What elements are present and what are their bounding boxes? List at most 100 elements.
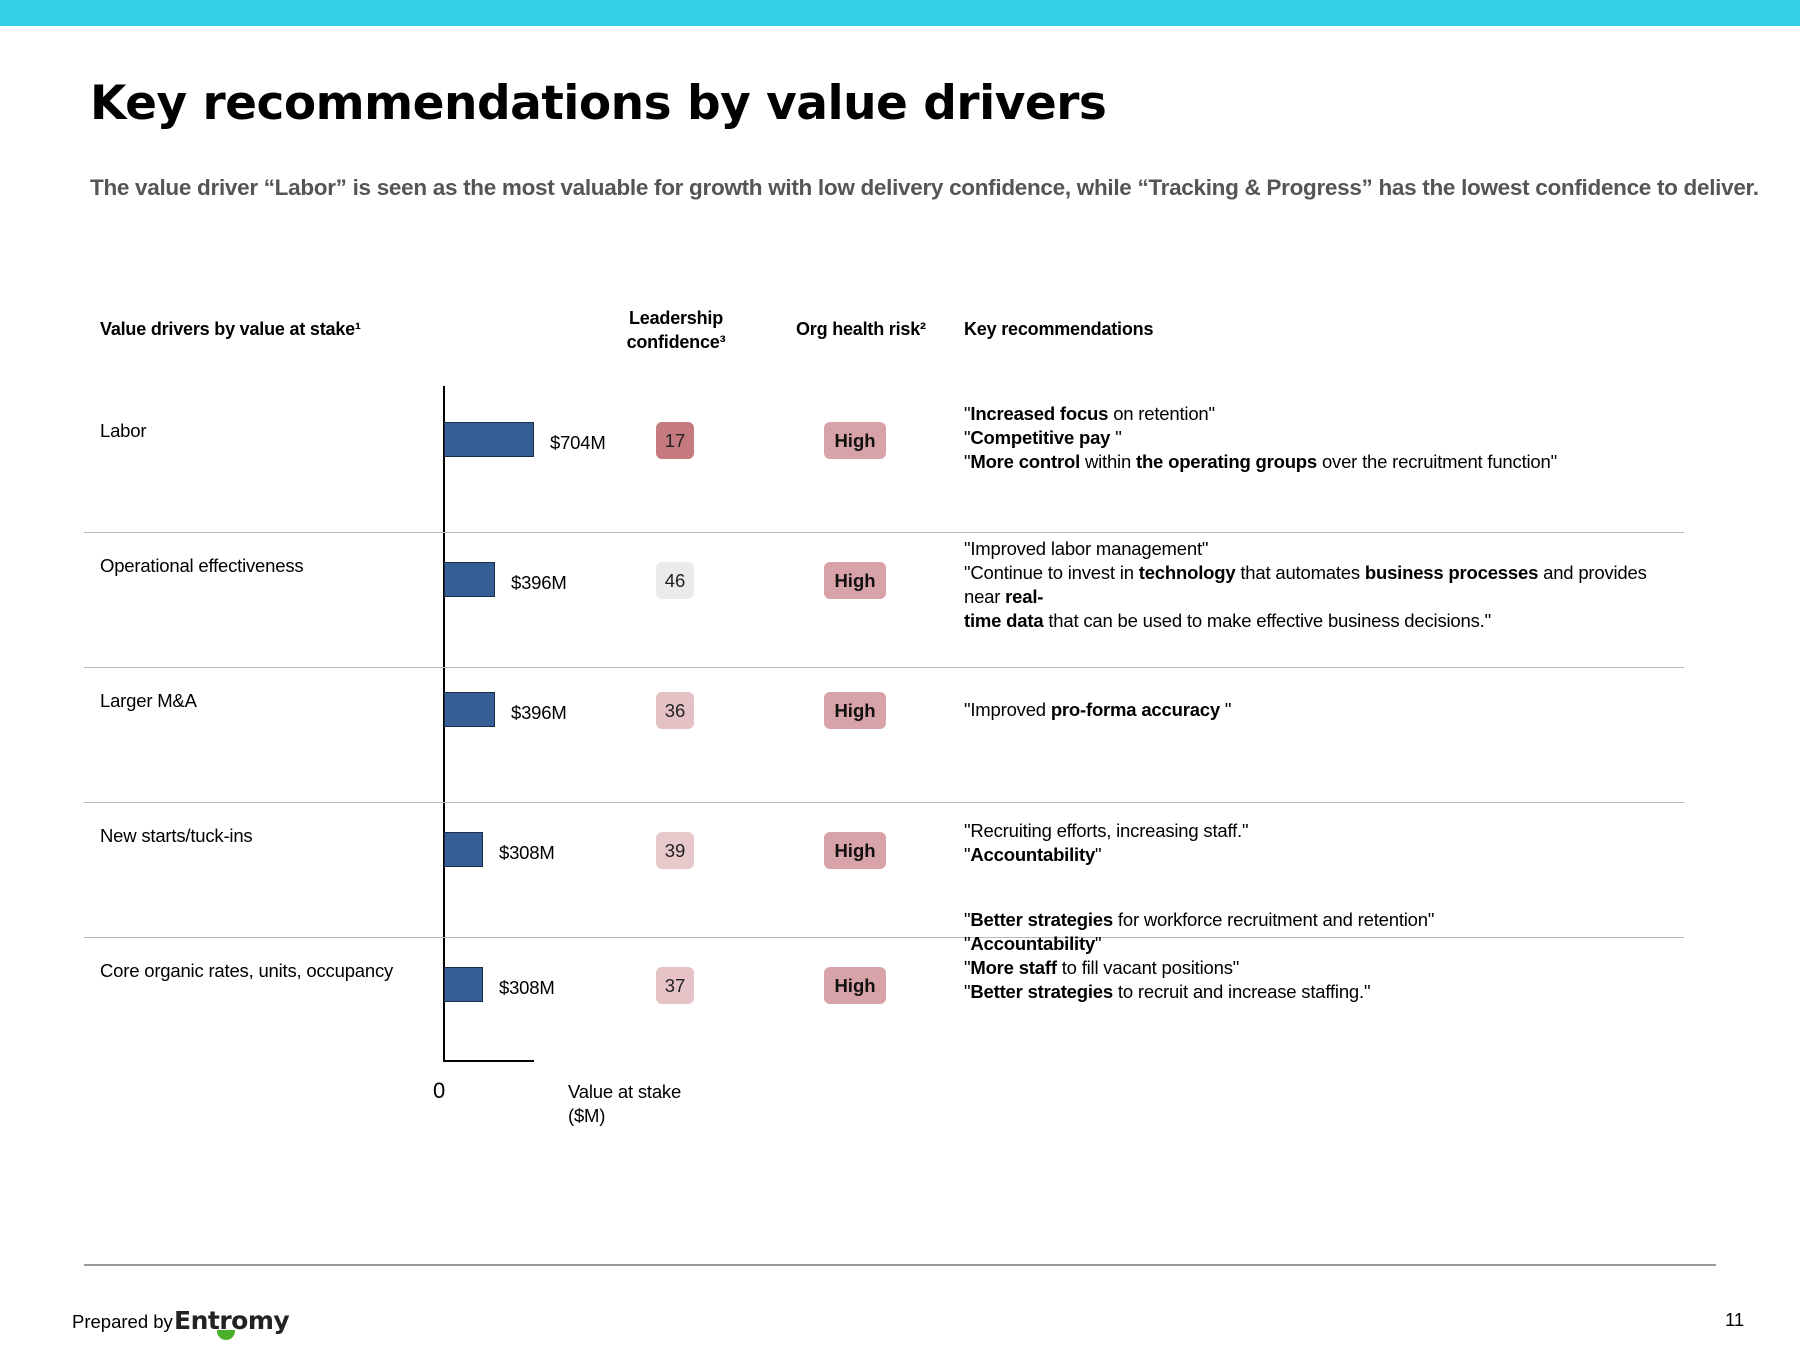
recommendation-text: to fill vacant positions" xyxy=(1056,957,1240,978)
confidence-badge: 39 xyxy=(656,832,694,869)
value-bar xyxy=(444,562,495,597)
recommendation-text: " xyxy=(964,957,971,978)
value-bar-label: $308M xyxy=(499,977,555,998)
footer-divider xyxy=(84,1264,1716,1266)
recommendation-text: " xyxy=(1095,844,1102,865)
driver-label: Larger M&A xyxy=(100,690,197,711)
recommendation-text: " xyxy=(964,403,971,424)
axis-title-line1: Value at stake xyxy=(568,1081,682,1102)
recommendation-line: "Accountability" xyxy=(964,843,1664,867)
recommendation-emphasis: Competitive pay xyxy=(970,427,1111,448)
confidence-badge: 37 xyxy=(656,967,694,1004)
driver-label: Operational effectiveness xyxy=(100,555,304,576)
chart-x-axis xyxy=(443,1060,534,1062)
risk-badge: High xyxy=(824,967,886,1004)
recommendation-text: " xyxy=(964,933,971,954)
value-bar xyxy=(444,692,495,727)
recommendation-emphasis: the operating groups xyxy=(1136,451,1318,472)
recommendation-line: "More staff to fill vacant positions" xyxy=(964,956,1664,980)
recommendation-text: within xyxy=(1080,451,1136,472)
recommendation-line: "Improved labor management" xyxy=(964,537,1664,561)
recommendation-block: "Better strategies for workforce recruit… xyxy=(964,908,1664,1004)
recommendation-text: that can be used to make effective busin… xyxy=(1043,610,1491,631)
recommendation-text: " xyxy=(964,451,971,472)
recommendation-line: "Competitive pay " xyxy=(964,426,1664,450)
row-divider xyxy=(84,937,1684,938)
row-divider xyxy=(84,667,1684,668)
risk-badge: High xyxy=(824,422,886,459)
header-key-recommendations: Key recommendations xyxy=(964,319,1154,339)
value-bar-label: $396M xyxy=(511,702,567,723)
recommendation-line: "More control within the operating group… xyxy=(964,450,1664,474)
recommendation-line: "Better strategies for workforce recruit… xyxy=(964,908,1664,932)
recommendation-emphasis: Accountability xyxy=(970,844,1096,865)
recommendation-emphasis: More control xyxy=(970,451,1081,472)
brand-logo-mark xyxy=(217,1330,235,1340)
value-bar xyxy=(444,422,534,457)
recommendation-line: "Better strategies to recruit and increa… xyxy=(964,980,1664,1004)
recommendation-emphasis: Better strategies xyxy=(970,909,1113,930)
recommendation-text: " xyxy=(964,427,971,448)
recommendation-text: " xyxy=(964,909,971,930)
header-confidence-line1: Leadership xyxy=(628,308,724,328)
header-confidence-line2: confidence³ xyxy=(626,332,726,352)
recommendation-emphasis: More staff xyxy=(970,957,1057,978)
recommendation-block: "Recruiting efforts, increasing staff." "… xyxy=(964,819,1664,867)
recommendation-text: " xyxy=(1219,699,1232,720)
risk-badge: High xyxy=(824,832,886,869)
recommendation-text: "Improved labor management" xyxy=(964,538,1209,559)
recommendation-emphasis: pro-forma accuracy xyxy=(1050,699,1220,720)
header-org-health-risk: Org health risk² xyxy=(796,319,926,339)
recommendation-text: " xyxy=(964,981,971,1002)
value-bar-label: $396M xyxy=(511,572,567,593)
axis-zero-label: 0 xyxy=(433,1078,446,1103)
recommendation-block: "Improved labor management" "Continue to … xyxy=(964,537,1664,633)
recommendation-text: and provides near xyxy=(964,562,1647,607)
axis-title: Value at stake ($M) xyxy=(568,1080,681,1128)
recommendation-emphasis: Accountability xyxy=(970,933,1096,954)
recommendation-text: over the recruitment function" xyxy=(1317,451,1557,472)
header-value-drivers: Value drivers by value at stake¹ xyxy=(100,319,361,339)
recommendation-line: "Increased focus on retention" xyxy=(964,402,1664,426)
recommendation-text: to recruit and increase staffing." xyxy=(1112,981,1371,1002)
prepared-by-label: Prepared by xyxy=(72,1311,173,1332)
recommendation-emphasis: real- xyxy=(1005,586,1044,607)
recommendation-line: time data that can be used to make effec… xyxy=(964,609,1664,633)
recommendation-emphasis: technology xyxy=(1138,562,1236,583)
top-accent-bar xyxy=(0,0,1800,26)
header-leadership-confidence: Leadership confidence³ xyxy=(614,306,738,354)
axis-title-line2: ($M) xyxy=(568,1105,606,1126)
value-bar-label: $704M xyxy=(550,432,606,453)
risk-badge: High xyxy=(824,562,886,599)
page-subtitle: The value driver “Labor” is seen as the … xyxy=(90,175,1759,200)
value-bar-label: $308M xyxy=(499,842,555,863)
driver-label: Labor xyxy=(100,420,147,441)
recommendation-block: "Increased focus on retention" "Competiti… xyxy=(964,402,1664,474)
confidence-badge: 46 xyxy=(656,562,694,599)
recommendation-line: "Continue to invest in technology that a… xyxy=(964,561,1664,609)
recommendation-text: for workforce recruitment and retention" xyxy=(1112,909,1435,930)
confidence-badge: 17 xyxy=(656,422,694,459)
row-divider xyxy=(84,802,1684,803)
recommendation-text: "Improved xyxy=(964,699,1051,720)
recommendation-text: on retention" xyxy=(1108,403,1215,424)
chart-y-axis xyxy=(443,386,445,1062)
confidence-badge: 36 xyxy=(656,692,694,729)
recommendation-block: "Improved pro-forma accuracy " xyxy=(964,698,1664,722)
value-bar xyxy=(444,832,483,867)
risk-badge: High xyxy=(824,692,886,729)
recommendation-line: "Improved pro-forma accuracy " xyxy=(964,698,1664,722)
recommendation-line: "Recruiting efforts, increasing staff." xyxy=(964,819,1664,843)
recommendation-text: "Recruiting efforts, increasing staff." xyxy=(964,820,1249,841)
recommendation-text: " xyxy=(1095,933,1102,954)
page-title: Key recommendations by value drivers xyxy=(90,76,1107,131)
recommendation-text: "Continue to invest in xyxy=(964,562,1139,583)
recommendation-text: " xyxy=(1110,427,1122,448)
driver-label: New starts/tuck-ins xyxy=(100,825,253,846)
recommendation-emphasis: business processes xyxy=(1364,562,1539,583)
recommendation-emphasis: Better strategies xyxy=(970,981,1113,1002)
recommendation-line: "Accountability" xyxy=(964,932,1664,956)
driver-label: Core organic rates, units, occupancy xyxy=(100,960,394,981)
recommendation-text: that automates xyxy=(1235,562,1365,583)
row-divider xyxy=(84,532,1684,533)
